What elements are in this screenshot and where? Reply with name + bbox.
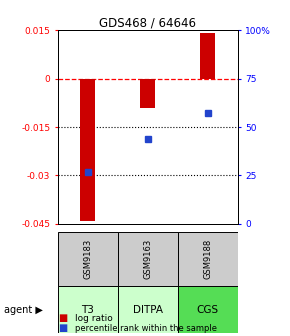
Bar: [80, 79, 95, 220]
Text: T3: T3: [81, 304, 95, 314]
Text: DITPA: DITPA: [133, 304, 163, 314]
Bar: [118, 232, 178, 286]
Bar: [200, 34, 215, 79]
Text: ■: ■: [58, 323, 67, 333]
Title: GDS468 / 64646: GDS468 / 64646: [99, 16, 196, 29]
Text: GSM9183: GSM9183: [84, 239, 93, 279]
Bar: [58, 286, 118, 333]
Text: CGS: CGS: [197, 304, 219, 314]
Text: GSM9163: GSM9163: [143, 239, 153, 279]
Text: log ratio: log ratio: [75, 314, 113, 323]
Bar: [118, 286, 178, 333]
Bar: [178, 232, 238, 286]
Bar: [58, 232, 118, 286]
Bar: [140, 79, 155, 108]
Text: agent ▶: agent ▶: [4, 304, 43, 314]
Bar: [178, 286, 238, 333]
Text: GSM9188: GSM9188: [203, 239, 212, 279]
Text: percentile rank within the sample: percentile rank within the sample: [75, 324, 218, 333]
Text: ■: ■: [58, 313, 67, 323]
